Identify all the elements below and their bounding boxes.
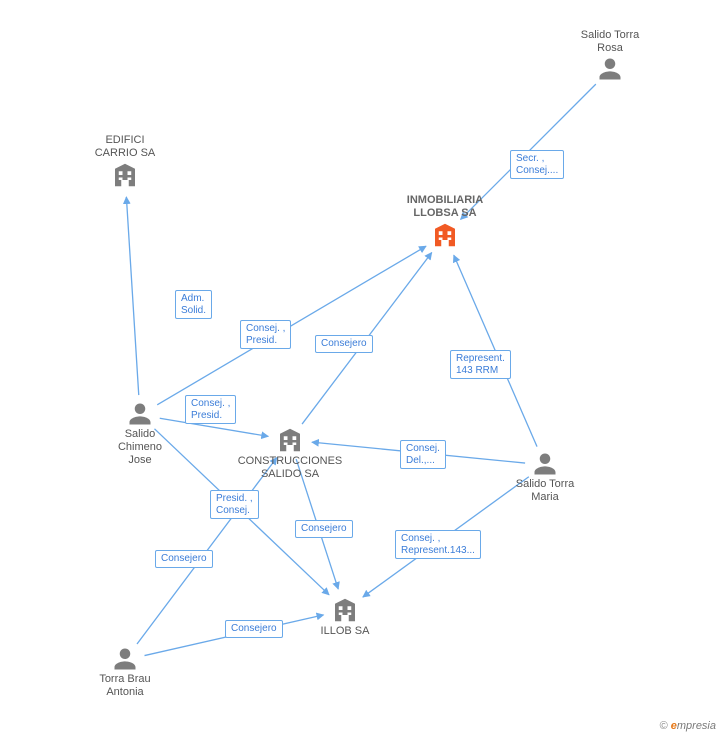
- person-icon: [126, 400, 154, 428]
- node-llobsa[interactable]: INMOBILIARIA LLOBSA SA: [390, 194, 500, 250]
- copyright-symbol: ©: [660, 720, 668, 732]
- footer-credit: © empresia: [660, 720, 716, 732]
- edge-label-maria-construc: Consej. Del.,...: [400, 440, 446, 469]
- edge-label-maria-illob: Consej. , Represent.143...: [395, 530, 481, 559]
- node-jose[interactable]: Salido Chimeno Jose: [85, 400, 195, 468]
- edge-label-jose-illob: Presid. , Consej.: [210, 490, 259, 519]
- edge-jose-edifici: [126, 197, 138, 395]
- edge-label-jose-llobsa: Consej. , Presid.: [240, 320, 291, 349]
- person-icon: [531, 450, 559, 478]
- node-antonia[interactable]: Torra Brau Antonia: [70, 645, 180, 699]
- node-label: Salido Torra Rosa: [555, 29, 665, 55]
- edge-label-construc-illob: Consejero: [295, 520, 353, 538]
- node-label: INMOBILIARIA LLOBSA SA: [390, 194, 500, 220]
- node-label: CONSTRUCCIONES SALIDO SA: [235, 455, 345, 481]
- edge-label-rosa-llobsa: Secr. , Consej....: [510, 150, 564, 179]
- edge-label-construc-llobsa: Consejero: [315, 335, 373, 353]
- brand-rest: mpresia: [677, 720, 716, 732]
- node-edifici[interactable]: EDIFICI CARRIO SA: [70, 134, 180, 190]
- edge-label-jose-edifici: Adm. Solid.: [175, 290, 212, 319]
- node-rosa[interactable]: Salido Torra Rosa: [555, 29, 665, 83]
- node-label: Torra Brau Antonia: [70, 673, 180, 699]
- edge-label-antonia-construc: Consejero: [155, 550, 213, 568]
- person-icon: [111, 645, 139, 673]
- node-maria[interactable]: Salido Torra Maria: [490, 450, 600, 504]
- edge-label-maria-llobsa: Represent. 143 RRM: [450, 350, 511, 379]
- node-label: Salido Chimeno Jose: [85, 428, 195, 468]
- node-illob[interactable]: ILLOB SA: [290, 595, 400, 638]
- node-label: ILLOB SA: [290, 625, 400, 638]
- edge-jose-llobsa: [157, 246, 426, 405]
- node-label: Salido Torra Maria: [490, 478, 600, 504]
- building-icon: [110, 160, 140, 190]
- building-icon: [275, 425, 305, 455]
- edge-label-antonia-illob: Consejero: [225, 620, 283, 638]
- edge-label-jose-construc: Consej. , Presid.: [185, 395, 236, 424]
- building-icon: [430, 220, 460, 250]
- node-label: EDIFICI CARRIO SA: [70, 134, 180, 160]
- building-icon: [330, 595, 360, 625]
- person-icon: [596, 55, 624, 83]
- node-construc[interactable]: CONSTRUCCIONES SALIDO SA: [235, 425, 345, 481]
